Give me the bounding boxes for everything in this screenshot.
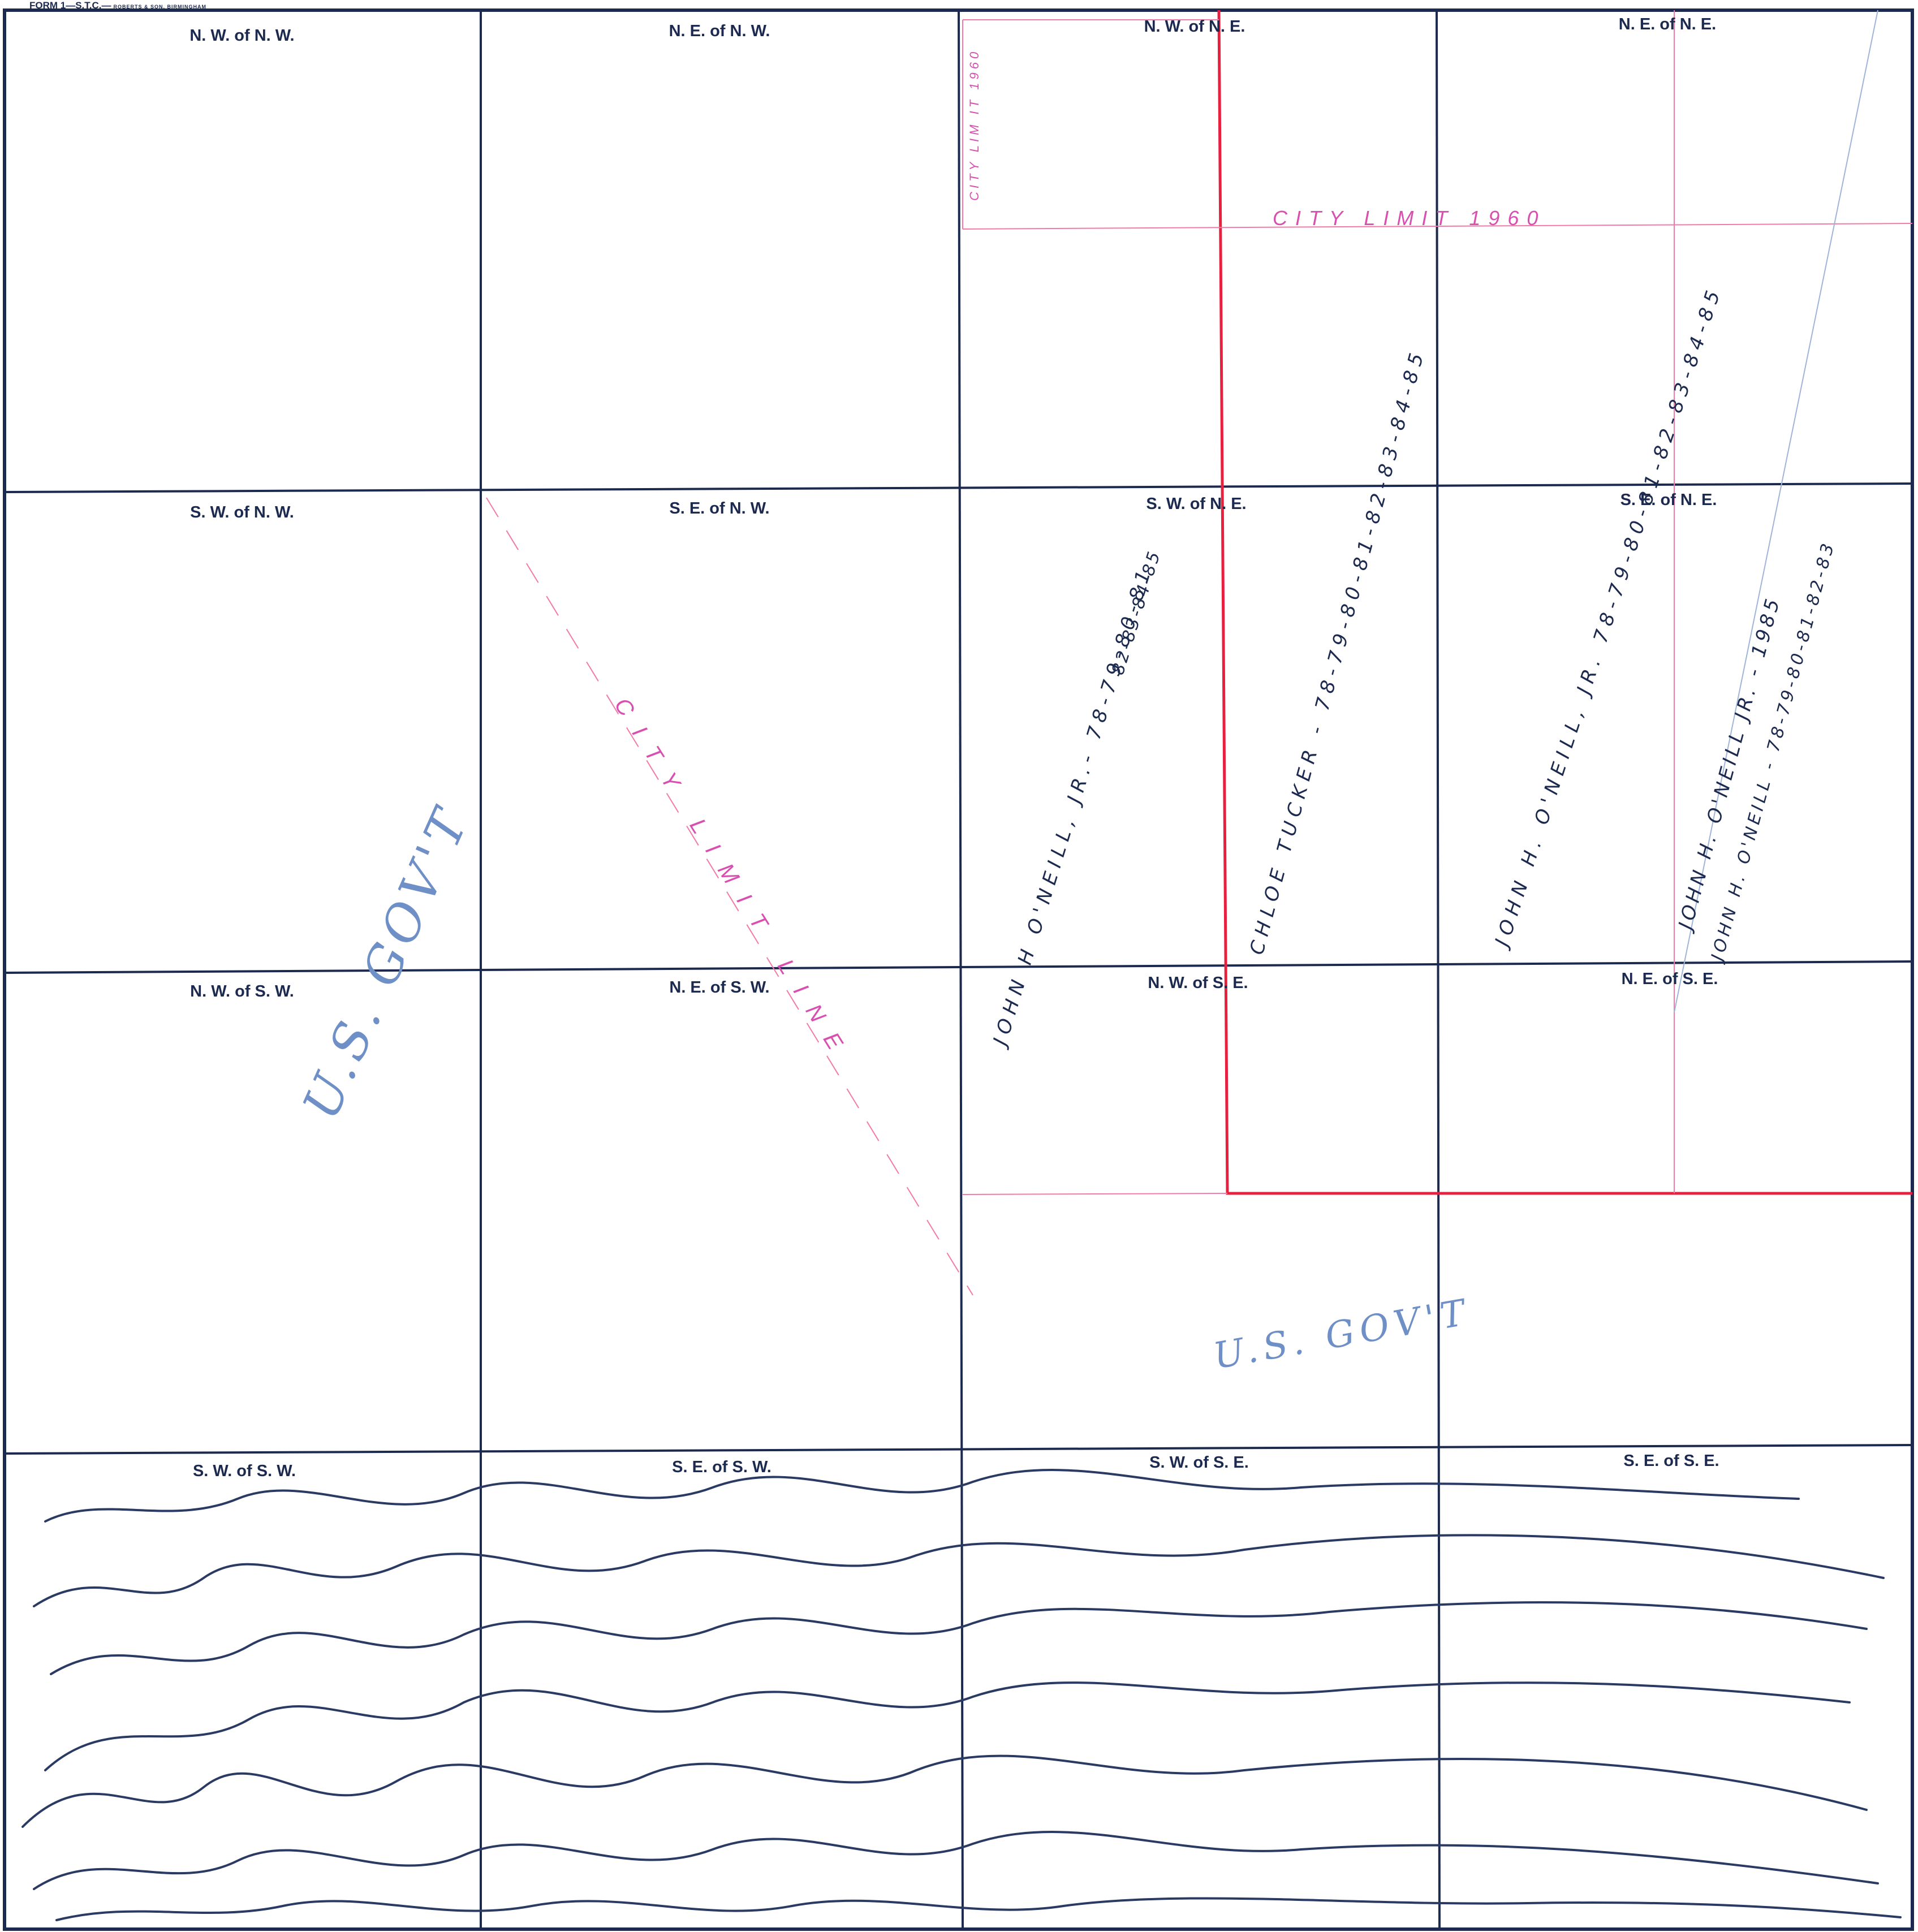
owner-3: JOHN H. O'NEILL, JR. 78-79-80-81-82-83-8… bbox=[1490, 283, 1727, 952]
label-nw-se: N. W. of S. E. bbox=[1148, 974, 1248, 992]
pink-boundary-lines bbox=[486, 10, 1913, 1296]
city-limit-diagonal: CITY LIMIT LINE bbox=[609, 693, 856, 1068]
gov-annotations: U.S. GOV'T U.S. GOV'T bbox=[291, 797, 1473, 1378]
label-se-ne: S. E. of N. E. bbox=[1620, 491, 1717, 509]
label-ne-ne: N. E. of N. E. bbox=[1619, 15, 1716, 33]
label-sw-nw: S. W. of N. W. bbox=[190, 503, 294, 521]
label-nw-nw: N. W. of N. W. bbox=[189, 27, 294, 45]
city-limit-vertical: CITY LIM IT 1960 bbox=[967, 49, 981, 201]
quarter-grid bbox=[4, 10, 1913, 1930]
owner-2: CHLOE TUCKER - 78-79-80-81-82-83-84-85 bbox=[1245, 346, 1430, 958]
label-sw-ne: S. W. of N. E. bbox=[1146, 495, 1246, 513]
gov-label-south: U.S. GOV'T bbox=[1210, 1291, 1473, 1378]
label-nw-sw: N. W. of S. W. bbox=[190, 982, 294, 1000]
water-waves bbox=[21, 1469, 1902, 1921]
faint-diagonal-line bbox=[1674, 10, 1878, 1013]
label-sw-se: S. W. of S. E. bbox=[1149, 1454, 1249, 1472]
label-se-nw: S. E. of N. W. bbox=[669, 499, 769, 518]
label-sw-sw: S. W. of S. W. bbox=[193, 1462, 296, 1480]
quarter-labels: N. W. of N. W. N. E. of N. W. N. W. of N… bbox=[189, 15, 1719, 1480]
form-id: FORM 1—S.T.C.— bbox=[29, 0, 111, 11]
label-ne-se: N. E. of S. E. bbox=[1622, 970, 1718, 988]
label-ne-nw: N. E. of N. W. bbox=[669, 22, 770, 40]
gov-label-west: U.S. GOV'T bbox=[291, 797, 481, 1128]
label-se-sw: S. E. of S. W. bbox=[672, 1458, 771, 1476]
owner-annotations: JOHN H O'NEILL, JR.- 78-79-80-81 82-83-8… bbox=[988, 283, 1839, 1051]
label-ne-sw: N. E. of S. W. bbox=[669, 978, 769, 997]
city-limit-1960: CITY LIMIT 1960 bbox=[1273, 206, 1546, 230]
plat-border bbox=[3, 8, 1914, 1931]
city-limit-annotations: CITY LIMIT 1960 CITY LIM IT 1960 CITY LI… bbox=[609, 49, 1546, 1068]
label-se-se: S. E. of S. E. bbox=[1623, 1452, 1719, 1470]
printer-credit: ROBERTS & SON, BIRMINGHAM bbox=[113, 4, 207, 10]
label-nw-ne: N. W. of N. E. bbox=[1144, 18, 1245, 36]
form-header: FORM 1—S.T.C.— ROBERTS & SON, BIRMINGHAM bbox=[29, 0, 206, 11]
